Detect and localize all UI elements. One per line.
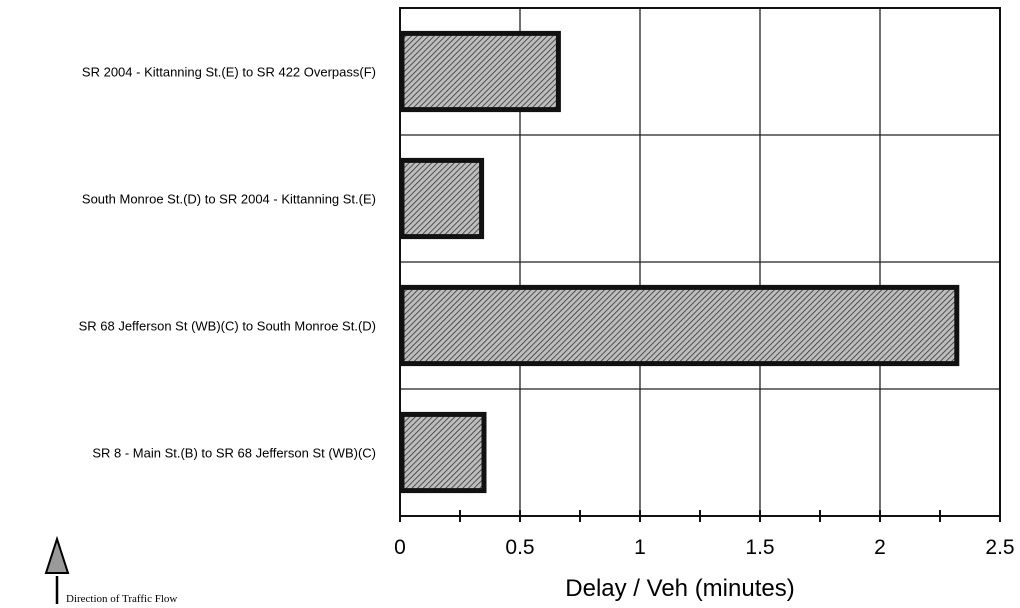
bar <box>399 284 960 367</box>
arrow-up-icon <box>44 535 70 604</box>
category-label: South Monroe St.(D) to SR 2004 - Kittann… <box>82 192 376 207</box>
traffic-flow-legend: Direction of Traffic Flow <box>44 535 177 605</box>
x-axis-title: Delay / Veh (minutes) <box>565 575 794 602</box>
direction-label: Direction of Traffic Flow <box>66 593 177 605</box>
bars <box>399 30 960 494</box>
x-tick-label: 1 <box>634 536 646 559</box>
category-label: SR 8 - Main St.(B) to SR 68 Jefferson St… <box>92 446 376 461</box>
x-tick-label: 0.5 <box>505 536 534 559</box>
category-label: SR 2004 - Kittanning St.(E) to SR 422 Ov… <box>82 65 376 80</box>
x-tick-label: 2.5 <box>985 536 1014 559</box>
x-tick-label: 0 <box>394 536 406 559</box>
x-tick-label: 1.5 <box>745 536 774 559</box>
category-label: SR 68 Jefferson St (WB)(C) to South Monr… <box>79 319 376 334</box>
bar <box>399 411 487 494</box>
bar <box>399 157 485 240</box>
bar <box>399 30 561 113</box>
x-tick-label: 2 <box>874 536 886 559</box>
x-axis-ticks: 0 0.5 1 1.5 2 2.5 <box>394 510 1015 559</box>
category-labels: SR 2004 - Kittanning St.(E) to SR 422 Ov… <box>79 65 376 461</box>
